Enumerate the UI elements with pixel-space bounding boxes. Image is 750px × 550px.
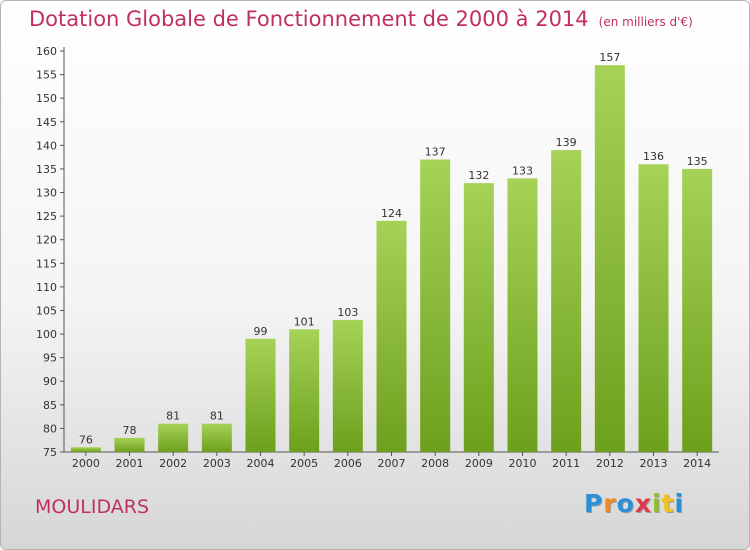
x-tick-label: 2011 <box>552 457 580 470</box>
y-tick-label: 110 <box>36 281 57 294</box>
x-tick-label: 2006 <box>334 457 362 470</box>
bar-value-label: 103 <box>337 306 358 319</box>
bar-chart: 75 80 85 90 95 100 105 110 115 120 125 130 135 140 145… <box>36 45 719 470</box>
chart-title: Dotation Globale de Fonctionnement de 20… <box>29 7 693 31</box>
x-tick-label: 2002 <box>159 457 187 470</box>
logo-letter: t <box>661 489 675 518</box>
x-tick-label: 2000 <box>72 457 100 470</box>
logo-letter: o <box>616 489 635 518</box>
bar <box>507 178 538 452</box>
bar <box>289 329 320 452</box>
logo-letter: r <box>603 489 617 518</box>
x-tick-label: 2009 <box>465 457 493 470</box>
bar <box>638 164 669 453</box>
y-tick-label: 80 <box>43 422 57 435</box>
y-tick-label: 140 <box>36 139 57 152</box>
bar <box>376 220 407 452</box>
bar-value-label: 133 <box>512 164 533 177</box>
y-tick-label: 90 <box>43 375 57 388</box>
bar-value-label: 99 <box>254 325 268 338</box>
y-tick-label: 95 <box>43 352 57 365</box>
logo-letter: P <box>584 489 604 518</box>
y-tick-label: 100 <box>36 328 57 341</box>
y-tick-label: 85 <box>43 399 57 412</box>
commune-name: MOULIDARS <box>35 496 149 518</box>
bar-value-label: 101 <box>294 315 315 328</box>
y-tick-label: 130 <box>36 187 57 200</box>
x-tick-label: 2012 <box>596 457 624 470</box>
chart-unit: (en milliers d'€) <box>598 15 693 29</box>
chart-title-text: Dotation Globale de Fonctionnement de 20… <box>29 7 589 31</box>
bar <box>70 447 101 452</box>
y-tick-label: 115 <box>36 257 57 270</box>
y-tick-label: 135 <box>36 163 57 176</box>
bar <box>114 437 145 452</box>
bar-value-label: 81 <box>210 410 224 423</box>
logo-letter: i <box>652 489 662 518</box>
y-axis: 75 80 85 90 95 100 105 110 115 120 125 130 135 140 145… <box>36 45 65 459</box>
bar-value-label: 78 <box>123 424 137 437</box>
x-tick-label: 2014 <box>683 457 711 470</box>
x-tick-label: 2005 <box>290 457 318 470</box>
bar-value-label: 157 <box>599 51 620 64</box>
x-tick-label: 2010 <box>509 457 537 470</box>
x-tick-label: 2001 <box>116 457 144 470</box>
y-tick-label: 150 <box>36 92 57 105</box>
x-tick-label: 2007 <box>378 457 406 470</box>
y-tick-label: 125 <box>36 210 57 223</box>
bar-value-label: 139 <box>556 136 577 149</box>
bar <box>682 168 713 453</box>
logo-letter: i <box>674 489 685 518</box>
bar <box>594 65 625 452</box>
y-tick-label: 160 <box>36 45 57 58</box>
bar-value-label: 132 <box>468 169 489 182</box>
y-tick-label: 145 <box>36 116 57 129</box>
y-tick-label: 105 <box>36 304 57 317</box>
bar <box>158 423 189 452</box>
proxiti-logo[interactable]: Proxiti <box>584 489 684 518</box>
bar-value-label: 136 <box>643 150 664 163</box>
x-tick-label: 2013 <box>640 457 668 470</box>
bar <box>245 338 276 452</box>
value-labels: 76 78 81 81 99 101 103 124 137 132 133 139 157 136 135 <box>79 51 708 446</box>
y-tick-label: 120 <box>36 234 57 247</box>
logo-letter: x <box>634 489 652 518</box>
y-tick-label: 75 <box>43 446 57 459</box>
x-tick-label: 2004 <box>247 457 275 470</box>
bar-value-label: 135 <box>687 155 708 168</box>
y-tick-label: 155 <box>36 69 57 82</box>
x-tick-label: 2003 <box>203 457 231 470</box>
bar-value-label: 124 <box>381 207 402 220</box>
bar <box>201 423 232 452</box>
x-axis: 2000 2001 2002 2003 2004 2005 2006 2007 2008 2009… <box>64 451 719 470</box>
bar-value-label: 76 <box>79 433 93 446</box>
x-tick-label: 2008 <box>421 457 449 470</box>
bar <box>420 159 451 452</box>
bars <box>70 65 713 453</box>
bar <box>463 183 494 452</box>
bar-value-label: 137 <box>425 146 446 159</box>
bar <box>332 319 363 452</box>
bar-value-label: 81 <box>166 410 180 423</box>
bar <box>551 150 582 452</box>
